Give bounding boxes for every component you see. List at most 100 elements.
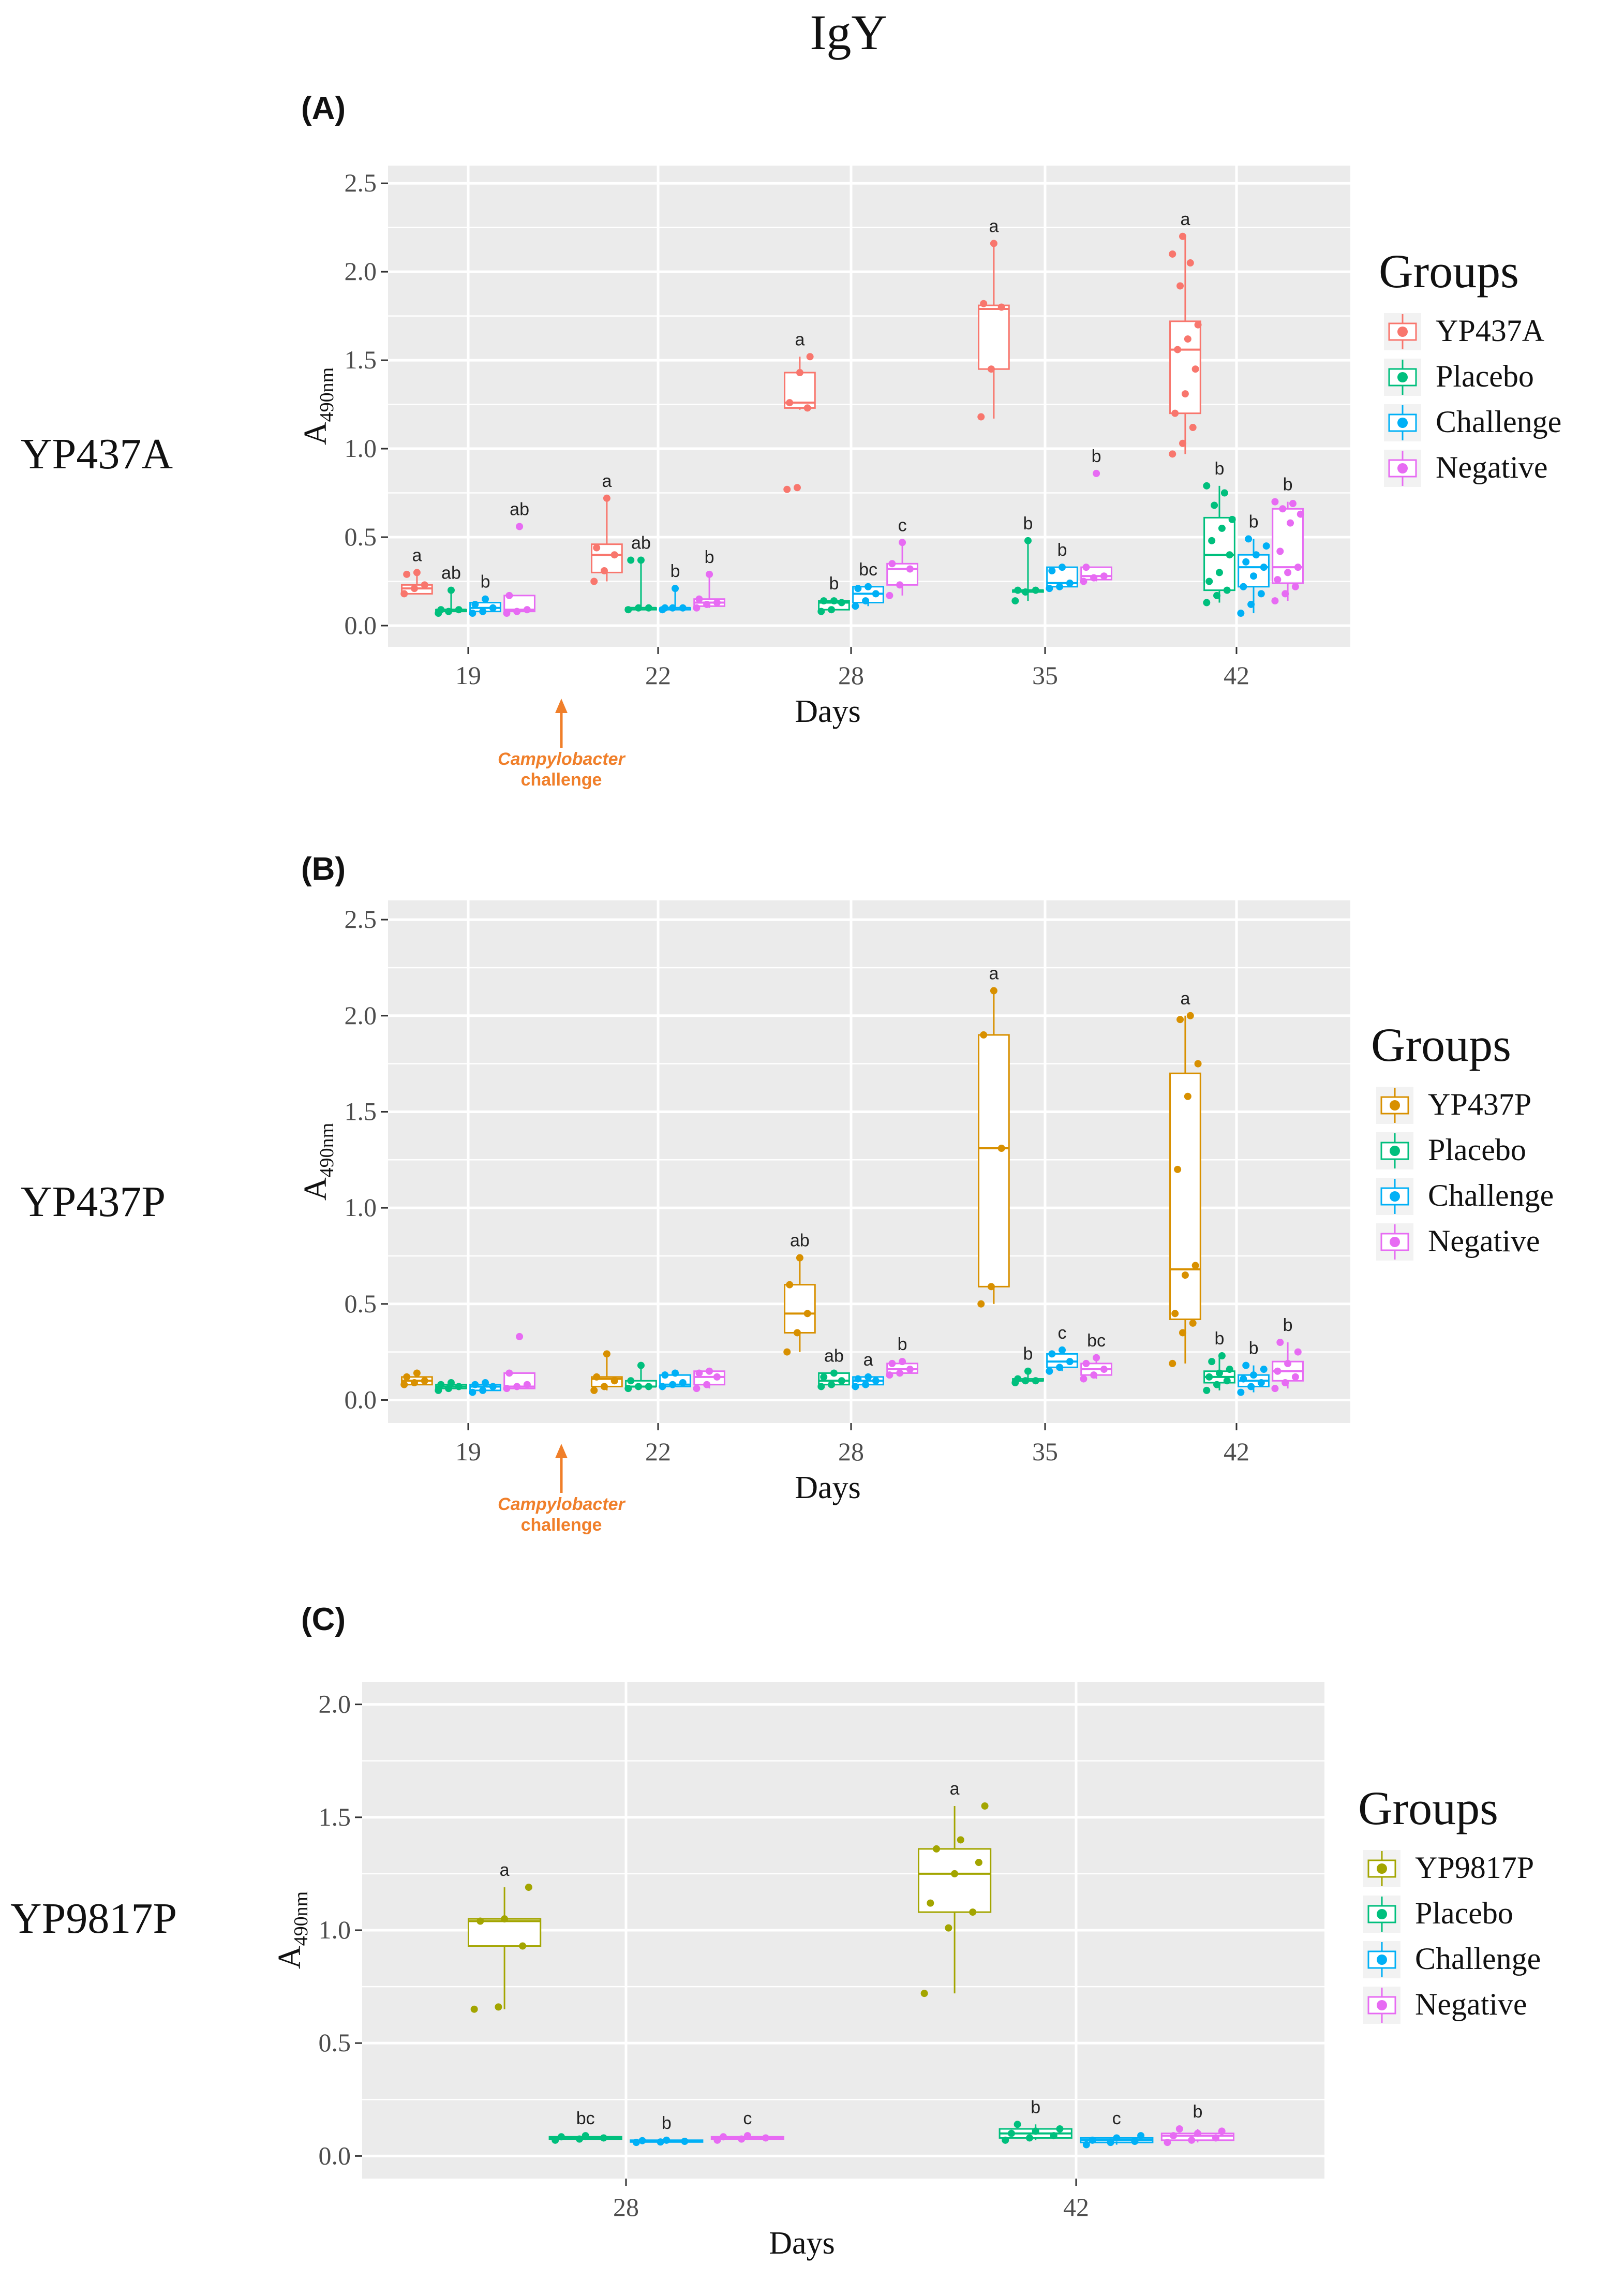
data-point — [713, 1373, 721, 1381]
data-point — [1218, 524, 1226, 532]
data-point — [987, 1283, 995, 1291]
data-point — [854, 1375, 862, 1383]
box-iqr — [978, 1034, 1010, 1287]
y-tick-label: 2.0 — [319, 1690, 351, 1719]
data-point — [1170, 2132, 1178, 2140]
data-point — [661, 604, 669, 612]
box-challenge-day-22 — [659, 1369, 691, 1390]
data-point — [820, 1373, 828, 1381]
data-point — [977, 413, 985, 421]
data-point — [713, 599, 721, 606]
x-tick-label: 35 — [1032, 661, 1058, 690]
data-point — [1090, 1371, 1098, 1379]
box-negative-day-19: ab — [503, 500, 535, 617]
box-yp437a-day-19: a — [400, 545, 433, 598]
data-point — [981, 1802, 989, 1810]
annotation-arrow-head — [555, 1444, 568, 1458]
box-yp437p-day-22 — [590, 1350, 623, 1394]
data-point — [1131, 2138, 1139, 2145]
data-point — [447, 586, 455, 594]
data-point — [1113, 2134, 1121, 2142]
significance-letter: a — [1180, 989, 1190, 1009]
data-point — [969, 1908, 977, 1916]
data-point — [806, 353, 814, 361]
box-placebo-day-19: ab — [435, 564, 467, 617]
data-point — [603, 1350, 610, 1358]
data-point — [1181, 1271, 1189, 1279]
box-yp437p-day-28: ab — [783, 1231, 816, 1356]
data-point — [1014, 586, 1022, 594]
data-point — [513, 608, 521, 615]
data-point — [1276, 1339, 1284, 1346]
data-point — [975, 1859, 982, 1867]
data-point — [400, 590, 408, 598]
data-point — [400, 1381, 408, 1388]
legend-item-negative: Negative — [1384, 450, 1548, 487]
data-point — [479, 608, 487, 615]
data-point — [635, 1383, 643, 1390]
data-point — [830, 1369, 838, 1377]
data-point — [600, 1383, 608, 1390]
data-point — [1274, 576, 1282, 584]
data-point — [1271, 1385, 1279, 1393]
data-point — [593, 1373, 601, 1381]
significance-letter: bc — [576, 2109, 595, 2128]
data-point — [445, 608, 453, 615]
y-tick-label: 2.5 — [345, 168, 377, 197]
significance-letter: a — [950, 1779, 960, 1799]
box-yp9817p-day-28: a — [468, 1860, 542, 2013]
significance-letter: b — [1215, 459, 1225, 479]
data-point — [1247, 600, 1255, 608]
data-point — [576, 2135, 584, 2143]
significance-letter: a — [412, 545, 422, 565]
data-point — [1186, 1012, 1194, 1019]
box-challenge-day-19 — [469, 1379, 501, 1396]
data-point — [1211, 501, 1218, 509]
data-point — [1189, 424, 1197, 432]
data-point — [695, 1369, 703, 1377]
data-point — [505, 1369, 513, 1377]
data-point — [635, 604, 643, 612]
data-point — [600, 567, 608, 574]
y-tick-label: 2.5 — [345, 905, 377, 934]
significance-letter: b — [829, 574, 839, 594]
data-point — [593, 544, 601, 552]
data-point — [445, 1385, 453, 1393]
data-point — [1226, 551, 1233, 559]
legend-label: YP9817P — [1415, 1850, 1534, 1885]
data-point — [1048, 1350, 1056, 1358]
data-point — [886, 1371, 893, 1379]
significance-letter: c — [1058, 1323, 1067, 1343]
significance-letter: b — [1023, 514, 1033, 534]
y-axis-title: A490nm — [298, 367, 338, 445]
data-point — [672, 1369, 679, 1377]
data-point — [1082, 2141, 1090, 2149]
y-axis-title-subscript: 490nm — [290, 1891, 312, 1946]
data-point — [1205, 578, 1213, 585]
x-tick-label: 35 — [1032, 1437, 1058, 1466]
legend-key-point — [1390, 1237, 1400, 1247]
x-tick-label: 19 — [455, 1437, 481, 1466]
data-point — [896, 581, 904, 589]
legend-key-point — [1377, 1955, 1387, 1965]
data-point — [852, 602, 859, 610]
data-point — [828, 1381, 836, 1388]
annotation-line2: challenge — [521, 770, 602, 790]
box-challenge-day-22: b — [659, 561, 691, 614]
y-tick-label: 2.0 — [345, 1001, 377, 1030]
significance-letter: a — [1180, 210, 1190, 229]
data-point — [471, 1381, 479, 1388]
legend-item-yp437p: YP437P — [1376, 1087, 1531, 1124]
data-point — [489, 1383, 497, 1390]
data-point — [1089, 2136, 1096, 2144]
box-challenge-day-35: c — [1046, 1323, 1078, 1375]
y-tick-label: 0.5 — [345, 522, 377, 551]
data-point — [1205, 1373, 1213, 1381]
x-axis-title: Days — [795, 694, 860, 729]
data-point — [1271, 498, 1279, 506]
y-axis-title-main: A — [298, 422, 333, 445]
significance-letter: bc — [859, 560, 877, 580]
data-point — [703, 600, 711, 608]
x-axis-title: Days — [795, 1470, 860, 1505]
